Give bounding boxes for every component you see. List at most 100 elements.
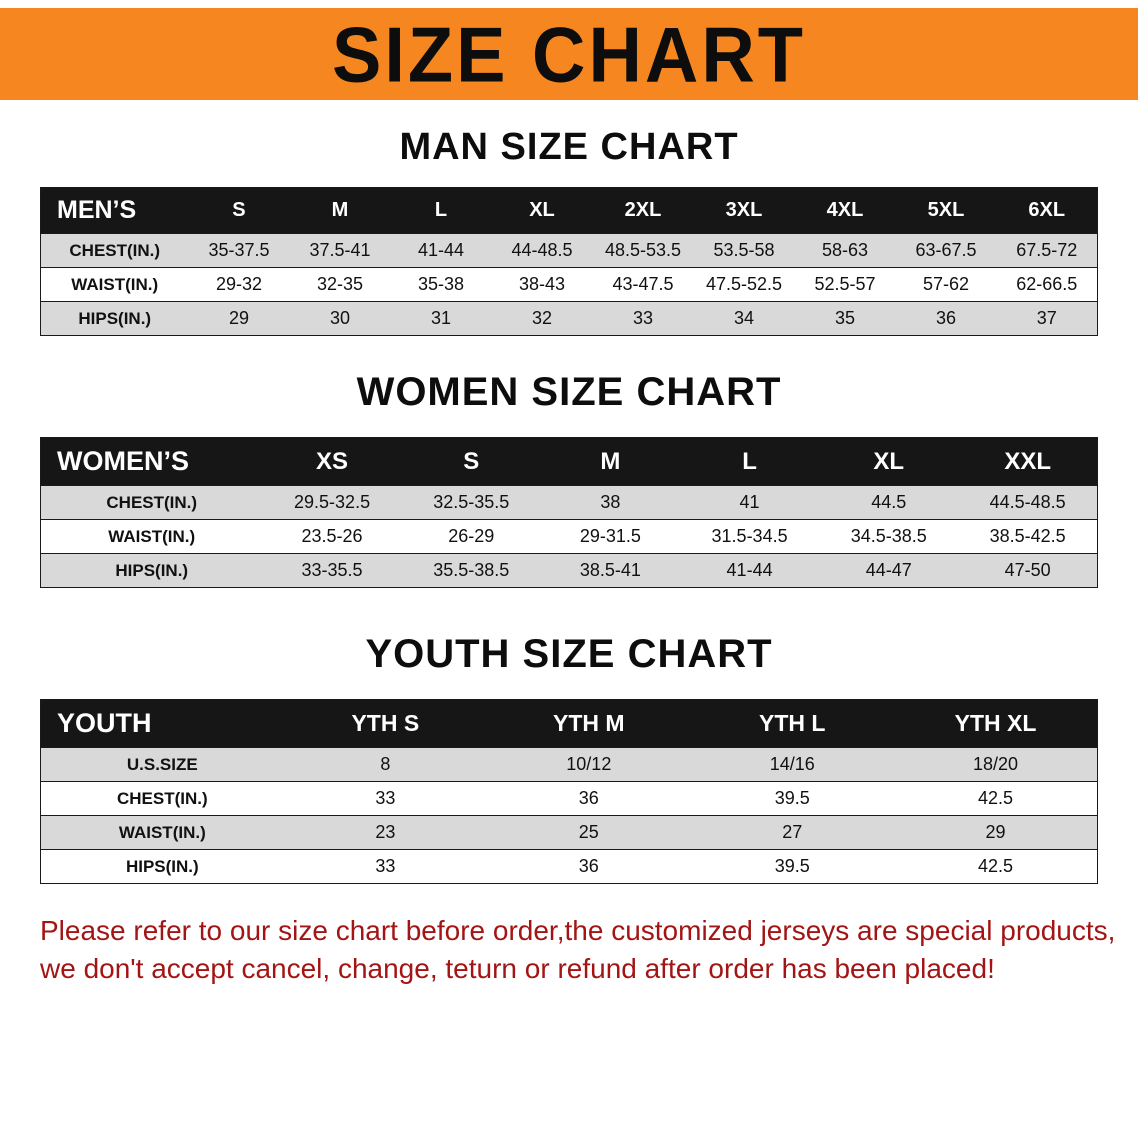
banner-title: SIZE CHART (332, 10, 806, 98)
table-cell: 29.5-32.5 (294, 492, 371, 512)
column-header: 6XL (1028, 199, 1066, 221)
table-cell: 38 (600, 492, 621, 512)
table-row: WAIST(IN.) 29-32 32-35 35-38 38-43 43-47.5 47.… (40, 267, 1098, 302)
column-header: L (434, 199, 448, 221)
row-label: WAIST(IN.) (108, 526, 196, 546)
table-cell: 42.5 (977, 788, 1014, 808)
table-cell: 42.5 (977, 856, 1014, 876)
table-cell: 39.5 (774, 856, 810, 876)
table-cell: 47.5-52.5 (705, 274, 782, 294)
table-row: CHEST(IN.) 35-37.5 37.5-41 41-44 44-48.5 48.5… (40, 233, 1098, 268)
column-header: YTH S (351, 710, 420, 736)
column-header: L (742, 447, 757, 475)
table-cell: 67.5-72 (1016, 240, 1078, 260)
table-cell: 34 (733, 308, 754, 328)
men-section-heading: MAN SIZE CHART (399, 126, 739, 168)
row-label: HIPS(IN.) (78, 308, 152, 328)
column-header: S (232, 199, 246, 221)
table-row: WAIST(IN.) 23 25 27 29 (40, 815, 1098, 850)
table-cell: 58-63 (821, 240, 868, 260)
table-cell: 36 (935, 308, 956, 328)
table-header-row: MEN’S S M L XL 2XL 3XL 4XL 5XL 6XL (40, 187, 1098, 234)
table-cell: 23 (375, 822, 396, 842)
row-label: CHEST(IN.) (116, 788, 208, 808)
table-cell: 41-44 (417, 240, 464, 260)
table-cell: 39.5 (774, 788, 810, 808)
table-cell: 47-50 (1004, 560, 1051, 580)
table-cell: 62-66.5 (1016, 274, 1078, 294)
column-header: XL (873, 447, 905, 475)
table-cell: 29-32 (215, 274, 262, 294)
row-label: U.S.SIZE (126, 754, 198, 774)
table-cell: 31.5-34.5 (711, 526, 788, 546)
table-cell: 33-35.5 (301, 560, 363, 580)
table-cell: 35 (834, 308, 855, 328)
disclaimer-line-1: Please refer to our size chart before or… (40, 915, 1116, 946)
women-size-table: WOMEN’S XS S M L XL XXL CHEST(IN.) 29.5-32.5 32.5… (40, 437, 1098, 588)
table-cell: 33 (632, 308, 653, 328)
column-header: XS (316, 447, 349, 475)
table-cell: 38.5-41 (579, 560, 641, 580)
table-cell: 32-35 (316, 274, 363, 294)
table-cell: 52.5-57 (814, 274, 876, 294)
table-row: CHEST(IN.) 29.5-32.5 32.5-35.5 38 41 44.5 44.5… (40, 485, 1098, 520)
table-cell: 44.5 (871, 492, 907, 512)
table-row: HIPS(IN.) 29 30 31 32 33 34 35 36 37 (40, 301, 1098, 336)
table-cell: 53.5-58 (713, 240, 775, 260)
table-cell: 8 (380, 754, 391, 774)
table-row: WAIST(IN.) 23.5-26 26-29 29-31.5 31.5-34.5 34… (40, 519, 1098, 554)
table-cell: 37 (1036, 308, 1057, 328)
table-cell: 32.5-35.5 (433, 492, 510, 512)
disclaimer-line-2: we don't accept cancel, change, teturn o… (40, 952, 995, 984)
women-section-heading: WOMEN SIZE CHART (356, 370, 782, 414)
table-cell: 43-47.5 (612, 274, 674, 294)
table-cell: 27 (782, 822, 803, 842)
table-cell: 10/12 (566, 754, 612, 774)
column-header: YTH XL (954, 710, 1037, 736)
column-header: YTH L (759, 710, 826, 736)
table-cell: 36 (578, 788, 599, 808)
table-cell: 29 (985, 822, 1006, 842)
table-cell: 30 (329, 308, 350, 328)
table-cell: 37.5-41 (309, 240, 371, 260)
size-chart-banner: SIZE CHART (0, 8, 1138, 100)
table-cell: 41 (739, 492, 760, 512)
column-header: S (463, 447, 480, 475)
table-cell: 33 (375, 856, 396, 876)
column-header: YTH M (553, 710, 625, 736)
table-cell: 34.5-38.5 (850, 526, 927, 546)
table-row: HIPS(IN.) 33 36 39.5 42.5 (40, 849, 1098, 884)
column-header: 3XL (725, 199, 763, 221)
column-header: 4XL (826, 199, 864, 221)
table-cell: 36 (578, 856, 599, 876)
column-header: 2XL (624, 199, 662, 221)
table-cell: 48.5-53.5 (604, 240, 681, 260)
table-cell: 29-31.5 (579, 526, 641, 546)
table-cell: 44-47 (865, 560, 912, 580)
table-cell: 38.5-42.5 (989, 526, 1066, 546)
row-label: HIPS(IN.) (115, 560, 189, 580)
disclaimer-note: Please refer to our size chart before or… (40, 912, 1138, 988)
column-header: M (331, 199, 349, 221)
table-cell: 25 (578, 822, 599, 842)
table-cell: 35-38 (417, 274, 464, 294)
table-cell: 33 (375, 788, 396, 808)
table-cell: 44.5-48.5 (989, 492, 1066, 512)
column-header: XL (529, 199, 555, 221)
table-cell: 35.5-38.5 (433, 560, 510, 580)
row-label: CHEST(IN.) (69, 240, 161, 260)
men-size-table: MEN’S S M L XL 2XL 3XL 4XL 5XL 6XL CHEST(IN.) 35-37… (40, 187, 1098, 336)
table-cell: 38-43 (518, 274, 565, 294)
table-title-cell: YOUTH (57, 708, 152, 738)
youth-size-table: YOUTH YTH S YTH M YTH L YTH XL U.S.SIZE 8 10/12… (40, 699, 1098, 884)
table-cell: 63-67.5 (915, 240, 977, 260)
column-header: M (600, 447, 621, 475)
table-cell: 44-48.5 (511, 240, 573, 260)
table-cell: 57-62 (922, 274, 969, 294)
table-cell: 29 (228, 308, 249, 328)
table-header-row: YOUTH YTH S YTH M YTH L YTH XL (40, 699, 1098, 748)
table-title-cell: MEN’S (57, 196, 137, 224)
table-cell: 23.5-26 (301, 526, 363, 546)
table-row: CHEST(IN.) 33 36 39.5 42.5 (40, 781, 1098, 816)
table-cell: 32 (531, 308, 552, 328)
